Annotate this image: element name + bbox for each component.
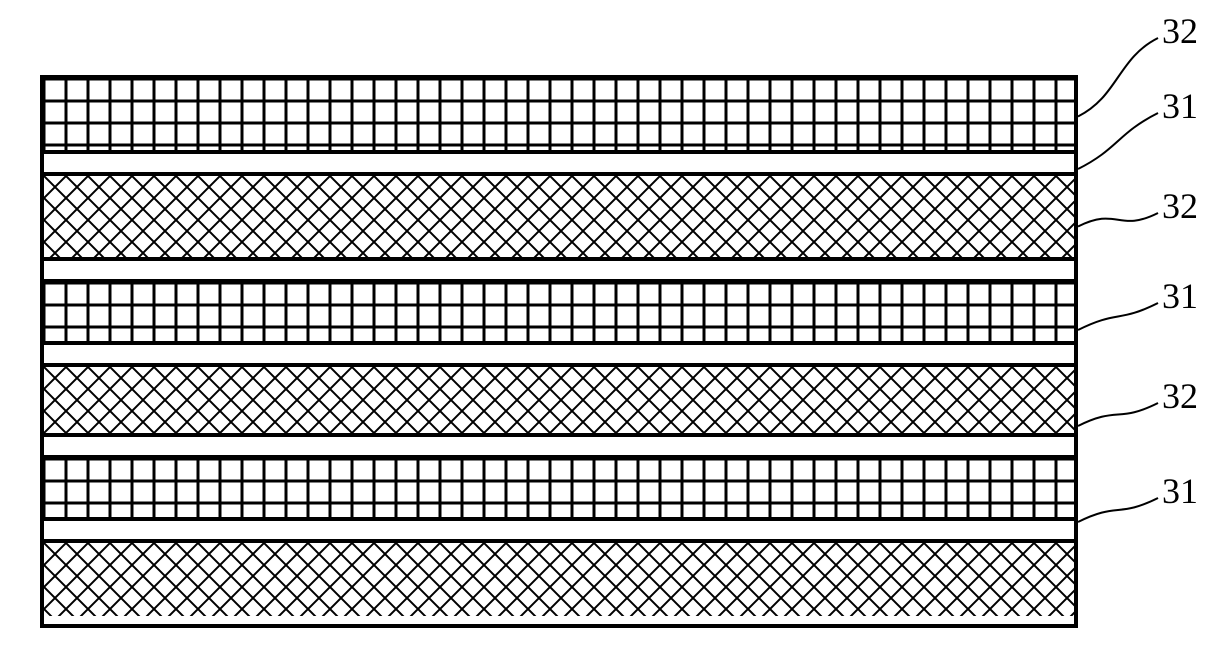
layer-cross — [44, 543, 1074, 616]
layer-blank — [44, 154, 1074, 176]
layer-grid — [44, 459, 1074, 521]
layer-grid — [44, 283, 1074, 345]
layer-blank — [44, 521, 1074, 543]
layer-label-31: 31 — [1162, 85, 1198, 127]
layer-cross — [44, 176, 1074, 261]
layer-label-32: 32 — [1162, 375, 1198, 417]
layer-grid — [44, 79, 1074, 154]
layer-label-32: 32 — [1162, 185, 1198, 227]
layer-stack — [40, 75, 1078, 628]
layer-blank — [44, 437, 1074, 459]
layer-label-31: 31 — [1162, 275, 1198, 317]
layer-label-31: 31 — [1162, 470, 1198, 512]
layer-cross — [44, 367, 1074, 437]
leader-line — [1078, 403, 1158, 426]
leader-line — [1078, 213, 1158, 227]
layer-label-32: 32 — [1162, 10, 1198, 52]
leader-line — [1078, 498, 1158, 522]
leader-line — [1078, 303, 1158, 330]
layer-blank — [44, 345, 1074, 367]
leader-line — [1078, 113, 1158, 169]
layer-blank — [44, 261, 1074, 283]
figure-root: { "figure": { "canvas": { "width": 1222,… — [0, 0, 1222, 647]
leader-line — [1078, 38, 1158, 117]
